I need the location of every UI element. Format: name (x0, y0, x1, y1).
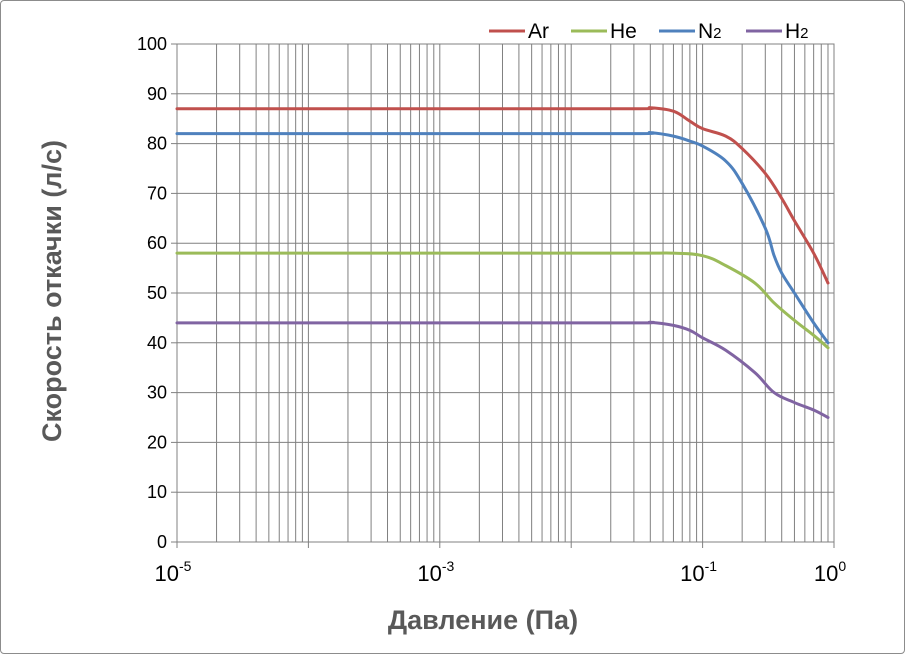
x-tick-labels: 10-5 10-3 10-1 100 (155, 558, 847, 586)
y-tick-labels: 0 10 20 30 40 50 60 70 80 90 100 (137, 34, 167, 552)
series-layer (175, 106, 830, 419)
legend-item-h2: H2 (746, 20, 809, 43)
y-tick-label: 10 (147, 482, 167, 502)
legend-item-he: He (571, 20, 637, 43)
y-tick-label: 0 (157, 532, 167, 552)
legend-label: H2 (785, 20, 809, 43)
series-line-h2 (175, 320, 830, 419)
y-tick-label: 30 (147, 383, 167, 403)
grid-layer (171, 43, 835, 548)
legend-label: He (610, 20, 637, 43)
legend-item-n2: N2 (659, 20, 722, 43)
legend-item-ar: Ar (489, 20, 549, 43)
y-tick-label: 100 (137, 34, 167, 54)
legend-label: Ar (528, 20, 549, 43)
series-line-n2 (175, 131, 830, 345)
plot-area-border (176, 43, 835, 543)
x-tick-label: 10-1 (680, 558, 717, 586)
y-axis-title: Скорость откачки (л/с) (37, 140, 67, 442)
x-axis-title: Давление (Па) (388, 605, 578, 635)
x-tick-label: 100 (814, 558, 846, 586)
y-tick-label: 80 (147, 134, 167, 154)
legend-label: N2 (698, 20, 722, 43)
y-tick-label: 70 (147, 183, 167, 203)
y-tick-label: 90 (147, 84, 167, 104)
y-tick-label: 60 (147, 233, 167, 253)
y-tick-label: 50 (147, 283, 167, 303)
series-line-he (175, 251, 830, 350)
y-tick-label: 40 (147, 333, 167, 353)
x-tick-label: 10-5 (155, 558, 192, 586)
x-tick-label: 10-3 (417, 558, 454, 586)
y-tick-label: 20 (147, 432, 167, 452)
series-line-ar (175, 106, 830, 285)
legend: Ar He N2 H2 (489, 20, 809, 43)
